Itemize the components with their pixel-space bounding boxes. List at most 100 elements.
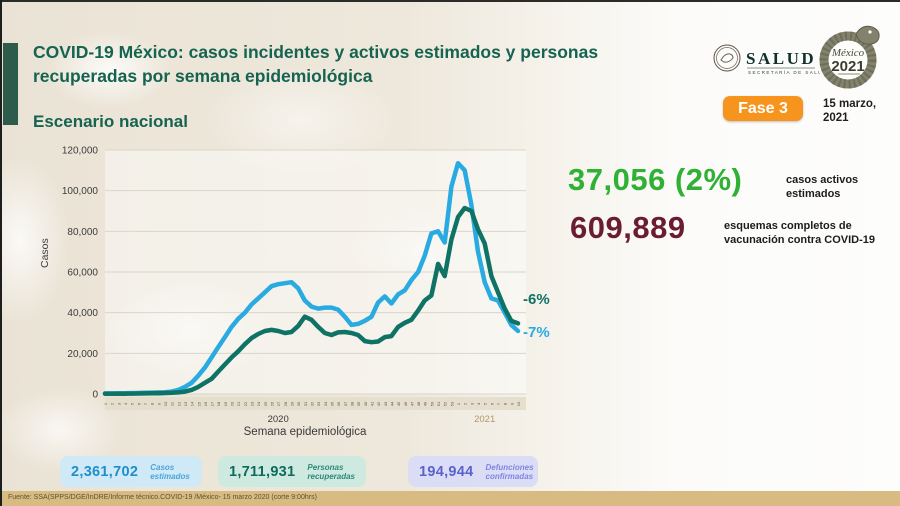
svg-text:7: 7 bbox=[496, 402, 501, 405]
salud-logo: SALUD SECRETARÍA DE SALUD bbox=[712, 40, 826, 80]
svg-text:50: 50 bbox=[429, 401, 434, 406]
x-axis-label: Semana epidemiológica bbox=[243, 426, 367, 438]
casos-estimados-value: 2,361,702 bbox=[71, 463, 139, 480]
active-cases-value: 37,056 (2%) bbox=[568, 162, 743, 197]
serpent-ring-icon: México 2021 bbox=[819, 25, 880, 89]
svg-text:26: 26 bbox=[270, 401, 275, 406]
line-chart-svg: 0 20,000 40,000 60,000 80,000 100,000 120,000 1… bbox=[62, 146, 526, 425]
source-text: Fuente: SSA(SPPS/DGE/InDRE/Informe técni… bbox=[8, 494, 317, 501]
svg-text:20,000: 20,000 bbox=[67, 349, 98, 360]
vaccination-value: 609,889 bbox=[570, 210, 686, 245]
svg-text:9: 9 bbox=[156, 402, 161, 405]
date-line1: 15 marzo, bbox=[823, 98, 877, 110]
chart: Casos 0 20,000 40,000 60,000 80,000 100,000 12… bbox=[35, 138, 595, 448]
svg-text:40: 40 bbox=[363, 401, 368, 406]
svg-text:30: 30 bbox=[296, 401, 301, 406]
svg-text:22: 22 bbox=[243, 401, 248, 406]
page-subtitle: Escenario nacional bbox=[33, 112, 188, 131]
svg-text:3: 3 bbox=[116, 402, 121, 405]
svg-text:14: 14 bbox=[190, 401, 195, 406]
svg-text:42: 42 bbox=[376, 401, 381, 406]
svg-text:39: 39 bbox=[356, 401, 361, 406]
annotation-recuperadas-pct: -6% bbox=[523, 291, 550, 308]
summary-box-casos-estimados: 2,361,702 Casos estimados bbox=[60, 456, 202, 487]
svg-text:53: 53 bbox=[449, 401, 454, 406]
page-title: COVID-19 México: casos incidentes y acti… bbox=[33, 40, 673, 88]
svg-text:20: 20 bbox=[230, 401, 235, 406]
svg-text:4: 4 bbox=[476, 402, 481, 405]
svg-text:41: 41 bbox=[369, 401, 374, 406]
svg-text:1: 1 bbox=[456, 402, 461, 405]
svg-text:46: 46 bbox=[403, 401, 408, 406]
svg-text:32: 32 bbox=[310, 401, 315, 406]
svg-text:29: 29 bbox=[290, 401, 295, 406]
annotation-estimados-pct: -7% bbox=[523, 324, 550, 341]
active-cases-label: casos activos estimados bbox=[786, 174, 859, 200]
svg-text:48: 48 bbox=[416, 401, 421, 406]
svg-text:11: 11 bbox=[170, 401, 175, 406]
svg-text:52: 52 bbox=[443, 401, 448, 406]
y-axis-label: Casos bbox=[39, 238, 51, 268]
svg-text:10: 10 bbox=[516, 401, 521, 406]
svg-text:2: 2 bbox=[110, 402, 115, 405]
svg-text:9: 9 bbox=[509, 402, 514, 405]
svg-text:19: 19 bbox=[223, 401, 228, 406]
page-title-line2: recuperadas por semana epidemiológica bbox=[33, 66, 373, 86]
svg-text:40,000: 40,000 bbox=[67, 308, 98, 319]
svg-text:47: 47 bbox=[409, 401, 414, 406]
svg-text:31: 31 bbox=[303, 401, 308, 406]
svg-text:3: 3 bbox=[469, 402, 474, 405]
svg-text:45: 45 bbox=[396, 401, 401, 406]
svg-text:51: 51 bbox=[436, 401, 441, 406]
svg-text:16: 16 bbox=[203, 401, 208, 406]
vaccination-label: esquemas completos de vacunación contra … bbox=[724, 220, 875, 246]
summary-box-personas-recuperadas: 1,711,931 Personas recuperadas bbox=[218, 456, 366, 487]
svg-text:100,000: 100,000 bbox=[62, 186, 99, 197]
defunciones-label: Defunciones confirmadas bbox=[485, 462, 534, 481]
phase-badge: Fase 3 bbox=[723, 96, 803, 121]
svg-text:34: 34 bbox=[323, 401, 328, 406]
svg-text:5: 5 bbox=[483, 402, 488, 405]
page-title-line1: COVID-19 México: casos incidentes y acti… bbox=[33, 42, 599, 62]
summary-box-defunciones: 194,944 Defunciones confirmadas bbox=[408, 456, 538, 487]
svg-text:7: 7 bbox=[143, 402, 148, 405]
svg-text:18: 18 bbox=[216, 401, 221, 406]
svg-text:10: 10 bbox=[163, 401, 168, 406]
svg-text:15: 15 bbox=[196, 401, 201, 406]
salud-subtext: SECRETARÍA DE SALUD bbox=[748, 69, 820, 75]
svg-text:8: 8 bbox=[503, 402, 508, 405]
date-line2: 2021 bbox=[823, 112, 849, 124]
svg-text:2020: 2020 bbox=[268, 414, 289, 425]
svg-text:21: 21 bbox=[236, 401, 241, 406]
svg-text:17: 17 bbox=[210, 401, 215, 406]
svg-text:37: 37 bbox=[343, 401, 348, 406]
defunciones-value: 194,944 bbox=[419, 463, 474, 480]
mx-logo-year: 2021 bbox=[831, 58, 864, 75]
casos-estimados-label: Casos estimados bbox=[150, 462, 190, 481]
mexico-2021-logo: México 2021 bbox=[818, 22, 882, 92]
personas-recuperadas-value: 1,711,931 bbox=[229, 463, 296, 480]
salud-wordmark: SALUD bbox=[746, 49, 816, 68]
left-edge-line bbox=[0, 0, 2, 506]
svg-text:8: 8 bbox=[150, 402, 155, 405]
svg-text:33: 33 bbox=[316, 401, 321, 406]
svg-text:6: 6 bbox=[136, 402, 141, 405]
svg-text:23: 23 bbox=[250, 401, 255, 406]
svg-text:36: 36 bbox=[336, 401, 341, 406]
svg-text:5: 5 bbox=[130, 402, 135, 405]
personas-recuperadas-label: Personas recuperadas bbox=[307, 462, 356, 481]
top-edge-line bbox=[0, 0, 900, 2]
svg-text:24: 24 bbox=[256, 401, 261, 406]
salud-seal-icon: SALUD SECRETARÍA DE SALUD bbox=[713, 44, 826, 75]
svg-text:6: 6 bbox=[489, 402, 494, 405]
svg-text:80,000: 80,000 bbox=[67, 227, 98, 238]
mx-logo-script: México bbox=[831, 47, 865, 59]
svg-text:49: 49 bbox=[423, 401, 428, 406]
svg-text:2: 2 bbox=[463, 402, 468, 405]
title-accent-bar bbox=[3, 43, 18, 125]
svg-text:28: 28 bbox=[283, 401, 288, 406]
svg-text:25: 25 bbox=[263, 401, 268, 406]
svg-text:35: 35 bbox=[329, 401, 334, 406]
svg-text:38: 38 bbox=[349, 401, 354, 406]
